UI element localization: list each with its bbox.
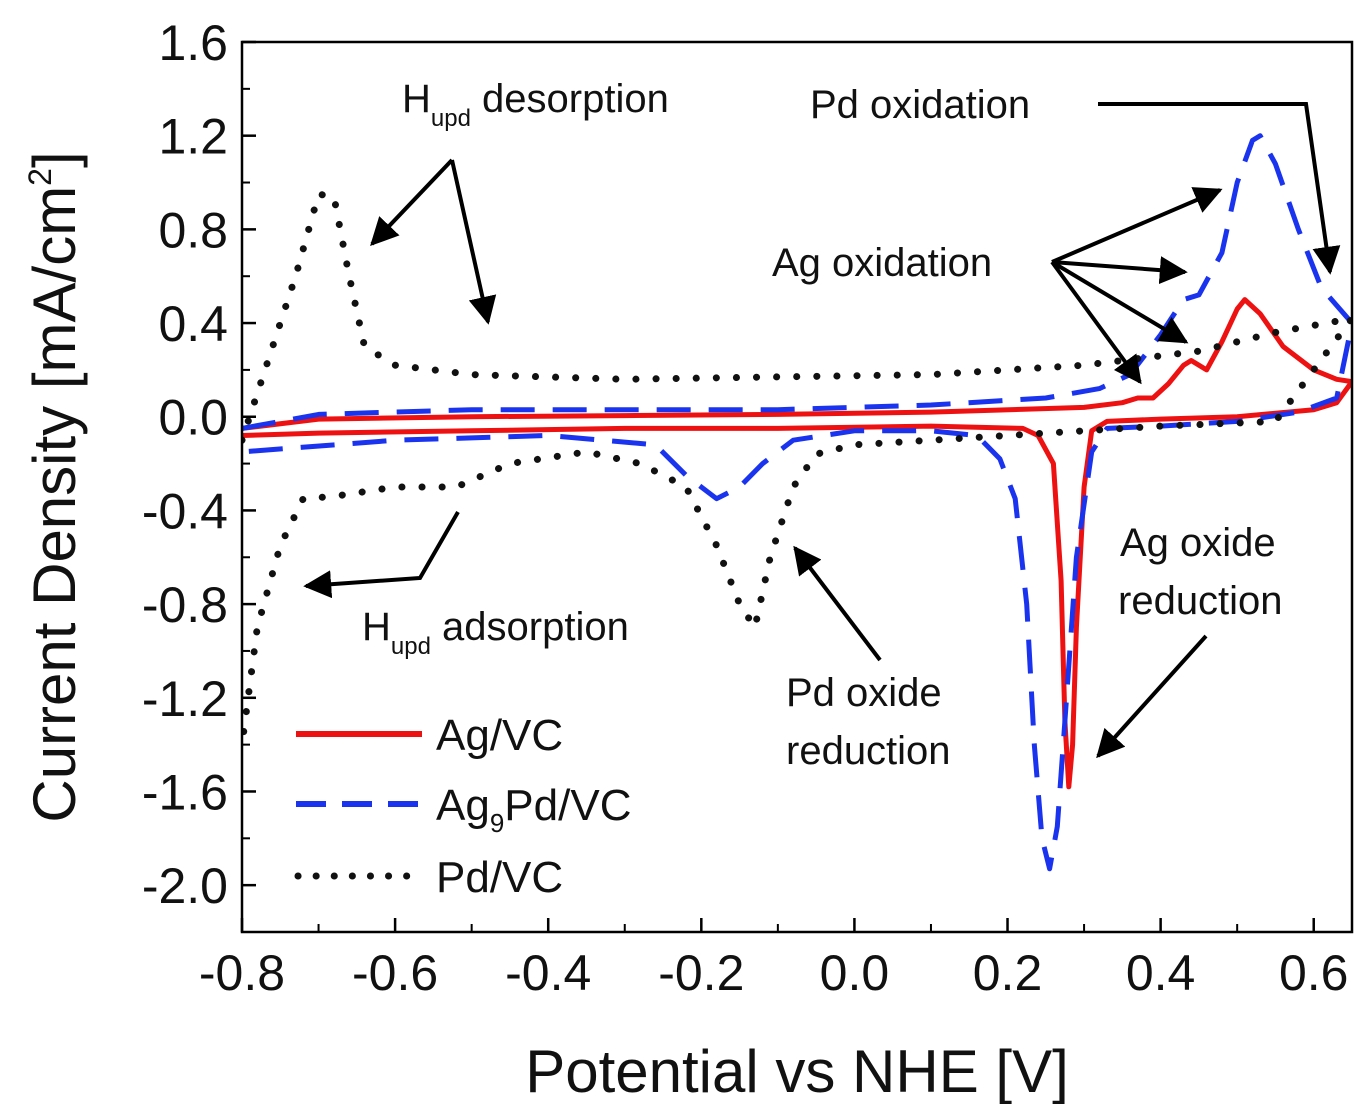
x-tick-label: -0.8 — [199, 945, 285, 1001]
y-tick-label: 0.0 — [158, 390, 228, 446]
annotation-pd-oxidation: Pd oxidation — [810, 83, 1030, 127]
arrow-hupd-desorption-left — [370, 158, 454, 247]
x-axis-title: Potential vs NHE [V] — [525, 1038, 1069, 1104]
legend-label-ag9pd-rest: Pd/VC — [504, 781, 631, 830]
legend-label-ag9pd-vc: Ag9Pd/VC — [436, 781, 631, 838]
y-axis-title-main: Current Density [mA/cm — [21, 186, 88, 823]
y-axis-title-sup: 2 — [22, 168, 58, 186]
y-tick-label: 1.2 — [158, 109, 228, 165]
arrow-ag-oxidation-3 — [1050, 260, 1189, 344]
x-tick-label: 0.4 — [1126, 945, 1196, 1001]
annotation-arrows — [303, 102, 1341, 759]
arrow-pd-oxidation — [1098, 102, 1341, 275]
annotation-hupd-adsorption-h: H — [362, 605, 391, 649]
annotation-hupd-desorption-rest: desorption — [471, 77, 669, 121]
arrow-ag-oxide-reduction — [1096, 634, 1208, 759]
annotation-ag-oxidation: Ag oxidation — [772, 241, 992, 285]
y-axis-title-end: ] — [21, 151, 88, 168]
arrow-ag-oxidation-4 — [1050, 260, 1142, 385]
legend-label-pd-vc: Pd/VC — [436, 853, 563, 902]
annotation-hupd-adsorption-sub: upd — [391, 633, 431, 660]
x-tick-label: -0.4 — [505, 945, 591, 1001]
y-tick-label: -2.0 — [142, 858, 228, 914]
legend-label-ag-vc: Ag/VC — [436, 711, 563, 760]
x-tick-label: -0.6 — [352, 945, 438, 1001]
arrow-hupd-desorption-right — [450, 159, 497, 325]
plot-frame — [240, 40, 1354, 934]
y-axis-title: Current Density [mA/cm2] — [21, 151, 88, 822]
y-tick-label: -1.2 — [142, 671, 228, 727]
annotation-ag-oxide-reduction-line1: Ag oxide — [1120, 521, 1276, 565]
legend: Ag/VC Ag9Pd/VC Pd/VC — [294, 711, 631, 902]
curve-group — [242, 133, 1352, 872]
annotation-hupd-desorption-h: H — [402, 77, 431, 121]
y-tick-label: 0.8 — [158, 202, 228, 258]
arrow-ag-oxidation-2 — [1051, 256, 1188, 285]
annotation-hupd-adsorption: Hupd adsorption — [362, 605, 629, 660]
legend-label-ag9pd-ag: Ag — [436, 781, 490, 830]
annotation-hupd-desorption-sub: upd — [431, 105, 471, 132]
y-tick-label: -0.8 — [142, 577, 228, 633]
arrow-pd-oxide-reduction — [793, 545, 882, 662]
annotations: Hupd desorption Pd oxidation Ag oxidatio… — [362, 77, 1283, 773]
arrow-hupd-adsorption — [303, 511, 460, 599]
y-tick-label: 0.4 — [158, 296, 228, 352]
annotation-pd-oxide-reduction-line2: reduction — [786, 729, 951, 773]
x-tick-label: 0.2 — [973, 945, 1043, 1001]
tick-group: -0.8 -0.6 -0.4 -0.2 0.0 0.2 0.4 0.6 1.6 1.2 0.8 0.4… — [142, 15, 1349, 1001]
legend-label-ag9pd-sub: 9 — [490, 808, 504, 838]
y-tick-label: -0.4 — [142, 483, 228, 539]
annotation-pd-oxide-reduction-line1: Pd oxide — [786, 671, 942, 715]
x-tick-label: 0.6 — [1279, 945, 1349, 1001]
arrow-ag-oxidation-1 — [1051, 187, 1223, 264]
x-tick-label: 0.0 — [820, 945, 890, 1001]
y-tick-label: -1.6 — [142, 764, 228, 820]
annotation-hupd-adsorption-rest: adsorption — [431, 605, 629, 649]
annotation-hupd-desorption: Hupd desorption — [402, 77, 669, 132]
y-tick-label: 1.6 — [158, 15, 228, 71]
x-tick-label: -0.2 — [658, 945, 744, 1001]
annotation-ag-oxide-reduction-line2: reduction — [1118, 579, 1283, 623]
